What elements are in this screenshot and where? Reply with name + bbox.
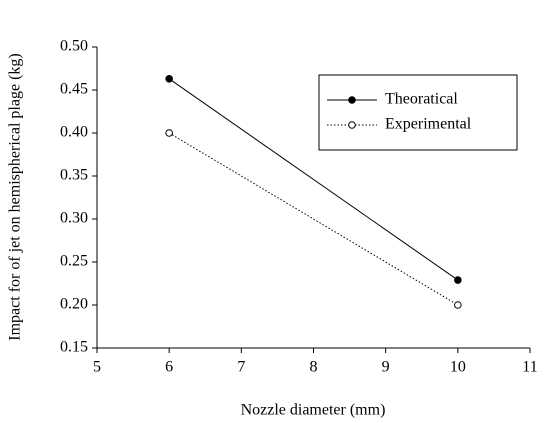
series-line bbox=[168, 78, 459, 281]
y-tick-label: 0.30 bbox=[60, 210, 88, 227]
x-tick-label: 11 bbox=[522, 359, 537, 376]
legend-marker bbox=[348, 96, 356, 104]
x-tick-label: 7 bbox=[237, 359, 245, 376]
x-tick-label: 6 bbox=[165, 359, 173, 376]
y-tick-label: 0.50 bbox=[60, 38, 88, 55]
marker bbox=[454, 301, 462, 309]
x-tick-label: 9 bbox=[382, 359, 390, 376]
series-line bbox=[168, 132, 459, 306]
marker bbox=[454, 276, 462, 284]
legend-box bbox=[318, 74, 518, 151]
x-tick-label: 8 bbox=[310, 359, 318, 376]
y-tick-label: 0.25 bbox=[60, 253, 88, 270]
x-tick-label: 5 bbox=[93, 359, 101, 376]
legend-label: Theoratical bbox=[385, 91, 458, 108]
legend-label: Experimental bbox=[385, 116, 472, 133]
legend-marker bbox=[348, 121, 356, 129]
x-axis-label: Nozzle diameter (mm) bbox=[241, 402, 386, 419]
y-tick-label: 0.15 bbox=[60, 339, 88, 356]
marker bbox=[165, 129, 173, 137]
y-tick-label: 0.35 bbox=[60, 167, 88, 184]
y-tick-label: 0.45 bbox=[60, 81, 88, 98]
y-axis-label: Impact for of jet on hemispherical plage… bbox=[7, 53, 24, 340]
x-tick-label: 10 bbox=[450, 359, 466, 376]
y-tick-label: 0.40 bbox=[60, 124, 88, 141]
y-tick-label: 0.20 bbox=[60, 296, 88, 313]
marker bbox=[165, 75, 173, 83]
